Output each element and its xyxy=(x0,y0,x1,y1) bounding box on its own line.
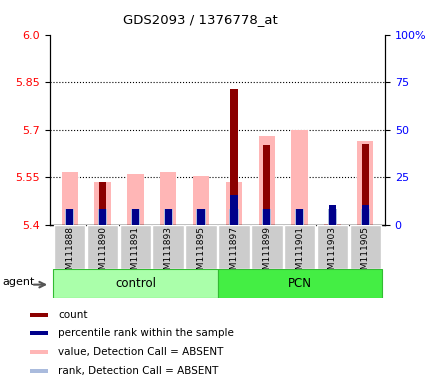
Bar xyxy=(262,209,271,225)
Bar xyxy=(328,205,335,225)
Text: GSM111888: GSM111888 xyxy=(65,227,74,281)
Bar xyxy=(61,172,78,225)
Bar xyxy=(196,209,205,225)
Bar xyxy=(218,225,249,269)
Text: GSM111895: GSM111895 xyxy=(196,227,205,281)
Bar xyxy=(230,89,237,225)
Text: percentile rank within the sample: percentile rank within the sample xyxy=(58,328,233,338)
Bar xyxy=(217,269,381,298)
Bar xyxy=(291,129,307,225)
Text: rank, Detection Call = ABSENT: rank, Detection Call = ABSENT xyxy=(58,366,218,376)
Bar xyxy=(328,215,335,225)
Bar xyxy=(197,209,204,225)
Bar xyxy=(349,225,380,269)
Bar xyxy=(99,209,106,225)
Bar xyxy=(152,225,184,269)
Bar xyxy=(283,225,315,269)
Bar xyxy=(185,225,216,269)
Bar xyxy=(160,172,176,225)
Bar xyxy=(30,331,48,335)
Bar xyxy=(360,209,369,225)
Bar xyxy=(127,174,143,225)
Bar xyxy=(65,209,74,225)
Bar xyxy=(263,209,270,225)
Bar xyxy=(87,225,118,269)
Bar xyxy=(263,146,270,225)
Bar xyxy=(258,136,274,225)
Bar xyxy=(132,209,139,225)
Bar xyxy=(250,225,282,269)
Text: GSM111893: GSM111893 xyxy=(163,227,172,281)
Bar xyxy=(30,350,48,354)
Bar xyxy=(163,209,172,225)
Text: PCN: PCN xyxy=(287,277,311,290)
Bar xyxy=(230,195,237,225)
Bar xyxy=(164,209,171,225)
Text: GSM111890: GSM111890 xyxy=(98,227,107,281)
Bar xyxy=(229,209,238,225)
Text: agent: agent xyxy=(3,277,35,287)
Bar xyxy=(192,175,209,225)
Text: GSM111899: GSM111899 xyxy=(262,227,271,281)
Text: GSM111891: GSM111891 xyxy=(131,227,140,281)
Text: GSM111903: GSM111903 xyxy=(327,227,336,281)
Bar xyxy=(327,209,336,225)
Text: GSM111897: GSM111897 xyxy=(229,227,238,281)
Text: GSM111905: GSM111905 xyxy=(360,227,369,281)
Bar xyxy=(99,182,106,225)
Bar xyxy=(356,141,373,225)
Bar xyxy=(54,225,85,269)
Text: value, Detection Call = ABSENT: value, Detection Call = ABSENT xyxy=(58,347,223,357)
Bar xyxy=(66,209,73,225)
Bar xyxy=(94,182,111,225)
Bar xyxy=(30,369,48,373)
Text: GDS2093 / 1376778_at: GDS2093 / 1376778_at xyxy=(122,13,277,26)
Bar xyxy=(131,209,140,225)
Bar xyxy=(30,313,48,317)
Text: count: count xyxy=(58,310,88,319)
Bar xyxy=(361,205,368,225)
Bar xyxy=(53,269,217,298)
Bar xyxy=(295,209,302,225)
Bar xyxy=(316,225,347,269)
Text: control: control xyxy=(115,277,155,290)
Bar xyxy=(361,144,368,225)
Bar xyxy=(119,225,151,269)
Bar xyxy=(98,209,107,225)
Bar xyxy=(294,209,303,225)
Bar xyxy=(225,182,242,225)
Text: GSM111901: GSM111901 xyxy=(294,227,303,281)
